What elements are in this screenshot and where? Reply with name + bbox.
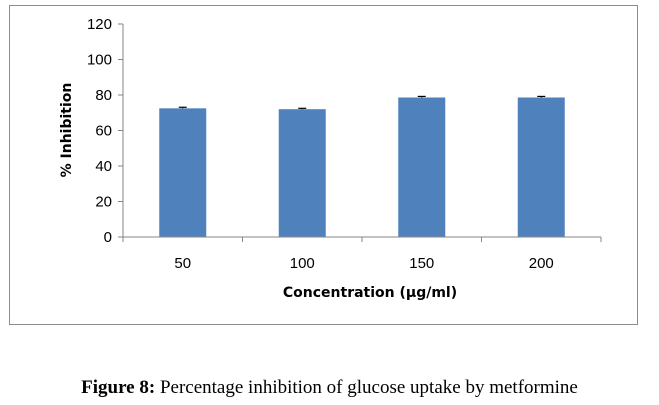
y-axis-title: % Inhibition xyxy=(59,83,75,178)
y-tick-label: 120 xyxy=(87,16,112,33)
x-axis-title: Concentration (µg/ml) xyxy=(283,285,457,301)
y-axis-ticks: 0 20 40 60 80 100 120 xyxy=(87,16,123,246)
bar xyxy=(278,109,326,237)
x-tick-label: 50 xyxy=(174,255,191,272)
bar xyxy=(517,97,565,237)
x-tick-label: 150 xyxy=(409,255,434,272)
y-tick-label: 0 xyxy=(104,229,112,246)
y-tick-label: 80 xyxy=(95,87,112,104)
caption-text: Percentage inhibition of glucose uptake … xyxy=(155,377,578,398)
x-axis-ticks: 50 100 150 200 xyxy=(122,237,602,272)
bar xyxy=(398,97,446,237)
y-tick-label: 40 xyxy=(95,158,112,175)
bar xyxy=(159,108,207,237)
bars xyxy=(159,95,565,237)
y-tick-label: 20 xyxy=(95,194,112,211)
caption-label: Figure 8: xyxy=(81,377,156,398)
x-tick-label: 100 xyxy=(290,255,315,272)
y-tick-label: 100 xyxy=(87,52,112,69)
y-tick-label: 60 xyxy=(95,123,112,140)
figure-caption: Figure 8: Percentage inhibition of gluco… xyxy=(0,377,659,399)
x-tick-label: 200 xyxy=(529,255,554,272)
